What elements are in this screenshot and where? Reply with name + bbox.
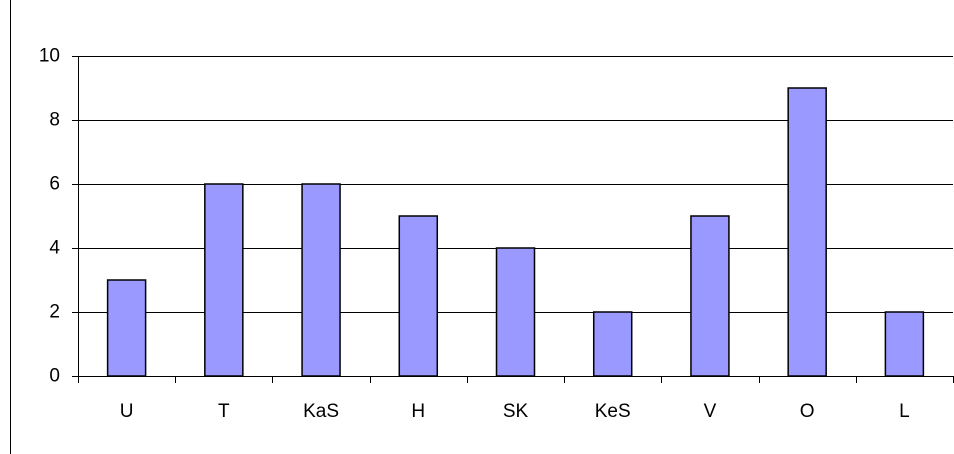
y-tick-label: 8 bbox=[49, 110, 60, 131]
bar bbox=[884, 311, 925, 377]
bar bbox=[690, 215, 730, 377]
bar bbox=[106, 279, 147, 377]
x-tick-label: O bbox=[800, 401, 815, 422]
x-tick-label: KeS bbox=[595, 401, 631, 422]
x-tick-label: V bbox=[704, 401, 717, 422]
y-tick-label: 10 bbox=[39, 46, 60, 67]
x-tick-label: KaS bbox=[303, 401, 339, 422]
bar bbox=[204, 183, 244, 377]
x-tick-label: H bbox=[411, 401, 425, 422]
bar bbox=[592, 311, 633, 377]
y-tick-label: 6 bbox=[49, 174, 60, 195]
x-tick-label: L bbox=[899, 401, 910, 422]
bar bbox=[398, 215, 439, 377]
bar bbox=[787, 87, 827, 377]
y-tick-label: 0 bbox=[49, 366, 60, 387]
x-tick-label: U bbox=[120, 401, 134, 422]
x-tick-label: T bbox=[218, 401, 230, 422]
bar bbox=[301, 183, 341, 377]
bar bbox=[495, 247, 536, 377]
x-tick-label: SK bbox=[503, 401, 529, 422]
y-tick-label: 2 bbox=[49, 302, 60, 323]
y-tick-label: 4 bbox=[49, 238, 60, 259]
